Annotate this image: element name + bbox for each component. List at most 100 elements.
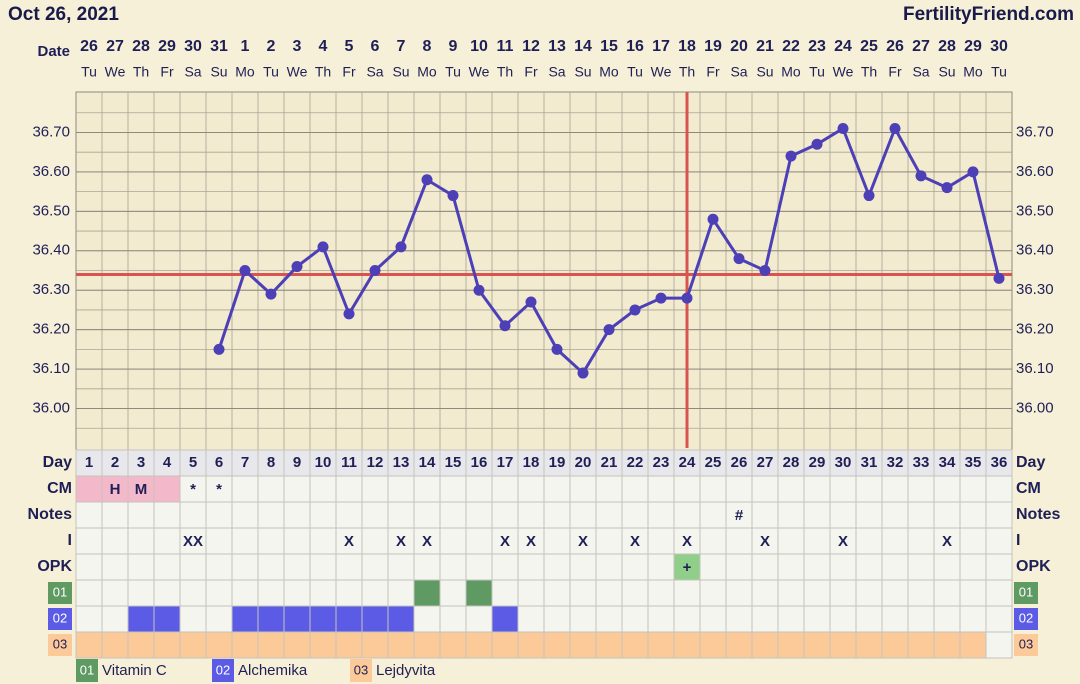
supplement-cell bbox=[466, 580, 492, 606]
table-cell bbox=[439, 527, 467, 555]
table-cell bbox=[179, 475, 207, 503]
temperature-point bbox=[733, 253, 745, 265]
code-badge bbox=[48, 608, 72, 630]
table-cell bbox=[127, 449, 155, 477]
weekday-label: Sa bbox=[548, 64, 565, 80]
table-cell bbox=[751, 579, 779, 607]
temperature-point bbox=[993, 272, 1005, 284]
table-cell bbox=[725, 475, 753, 503]
table-cell bbox=[309, 501, 337, 529]
table-cell bbox=[179, 501, 207, 529]
table-cell bbox=[361, 475, 389, 503]
table-cell bbox=[517, 605, 545, 633]
legend-code: 02 bbox=[216, 662, 230, 677]
period-cell bbox=[128, 476, 154, 502]
day-number: 19 bbox=[549, 454, 566, 471]
weekday-label: Sa bbox=[184, 64, 201, 80]
supplement-cell bbox=[700, 632, 726, 658]
table-cell bbox=[777, 579, 805, 607]
table-cell bbox=[413, 553, 441, 581]
date-label: 31 bbox=[210, 38, 228, 55]
table-cell bbox=[595, 475, 623, 503]
table-cell bbox=[517, 579, 545, 607]
date-label: 1 bbox=[241, 38, 250, 55]
table-cell bbox=[75, 605, 103, 633]
supplement-cell bbox=[778, 632, 804, 658]
y-tick-label: 36.50 bbox=[32, 202, 70, 219]
day-number: 14 bbox=[419, 454, 436, 471]
day-number: 32 bbox=[887, 454, 904, 471]
row-label-right: CM bbox=[1016, 480, 1041, 497]
table-cell bbox=[283, 449, 311, 477]
date-label: 28 bbox=[132, 38, 150, 55]
table-cell bbox=[75, 579, 103, 607]
table-cell bbox=[231, 527, 259, 555]
day-number: 3 bbox=[137, 454, 145, 471]
period-cell bbox=[154, 476, 180, 502]
temperature-point bbox=[681, 292, 693, 304]
table-cell bbox=[153, 579, 181, 607]
table-cell bbox=[543, 501, 571, 529]
table-cell bbox=[647, 475, 675, 503]
table-cell bbox=[543, 553, 571, 581]
supplement-cell bbox=[258, 606, 284, 632]
table-cell bbox=[985, 475, 1013, 503]
table-cell bbox=[907, 527, 935, 555]
table-cell bbox=[491, 553, 519, 581]
table-cell bbox=[647, 501, 675, 529]
supplement-cell bbox=[934, 632, 960, 658]
day-number: 20 bbox=[575, 454, 592, 471]
table-cell bbox=[335, 501, 363, 529]
y-tick-label-right: 36.50 bbox=[1016, 202, 1054, 219]
table-cell bbox=[387, 553, 415, 581]
table-cell bbox=[569, 475, 597, 503]
table-cell bbox=[959, 527, 987, 555]
supplement-cell bbox=[882, 632, 908, 658]
date-label: 25 bbox=[860, 38, 878, 55]
legend-badge bbox=[76, 659, 98, 682]
date-label: 21 bbox=[756, 38, 774, 55]
supplement-cell bbox=[128, 606, 154, 632]
weekday-label: Th bbox=[679, 64, 695, 80]
table-cell bbox=[933, 553, 961, 581]
table-cell bbox=[335, 553, 363, 581]
cell-text: XX bbox=[183, 533, 203, 550]
table-cell bbox=[699, 527, 727, 555]
date-label: 13 bbox=[548, 38, 566, 55]
weekday-label: Su bbox=[574, 64, 591, 80]
code-badge bbox=[48, 634, 72, 656]
table-cell bbox=[231, 579, 259, 607]
legend-name: Alchemika bbox=[238, 662, 308, 679]
day-number: 16 bbox=[471, 454, 488, 471]
date-label: 30 bbox=[184, 38, 202, 55]
row-label: Day bbox=[43, 454, 72, 471]
day-number: 5 bbox=[189, 454, 197, 471]
table-cell bbox=[257, 475, 285, 503]
supplement-cell bbox=[310, 632, 336, 658]
table-cell bbox=[725, 605, 753, 633]
table-cell bbox=[205, 527, 233, 555]
temperature-point bbox=[213, 343, 225, 355]
table-cell bbox=[803, 527, 831, 555]
table-cell bbox=[413, 527, 441, 555]
table-cell bbox=[777, 527, 805, 555]
day-number: 10 bbox=[315, 454, 332, 471]
weekday-label: Tu bbox=[81, 64, 97, 80]
table-cell bbox=[283, 553, 311, 581]
table-cell bbox=[465, 553, 493, 581]
table-cell bbox=[699, 579, 727, 607]
day-number: 29 bbox=[809, 454, 826, 471]
period-cell bbox=[76, 476, 102, 502]
table-cell bbox=[803, 475, 831, 503]
code-badge-label: 03 bbox=[53, 636, 67, 651]
cell-text: + bbox=[683, 559, 692, 576]
table-cell bbox=[881, 553, 909, 581]
table-cell bbox=[465, 527, 493, 555]
code-badge-right bbox=[1014, 582, 1038, 604]
supplement-cell bbox=[492, 632, 518, 658]
temperature-point bbox=[577, 367, 589, 379]
day-number: 1 bbox=[85, 454, 93, 471]
table-cell bbox=[439, 605, 467, 633]
table-cell bbox=[725, 501, 753, 529]
table-cell bbox=[491, 475, 519, 503]
